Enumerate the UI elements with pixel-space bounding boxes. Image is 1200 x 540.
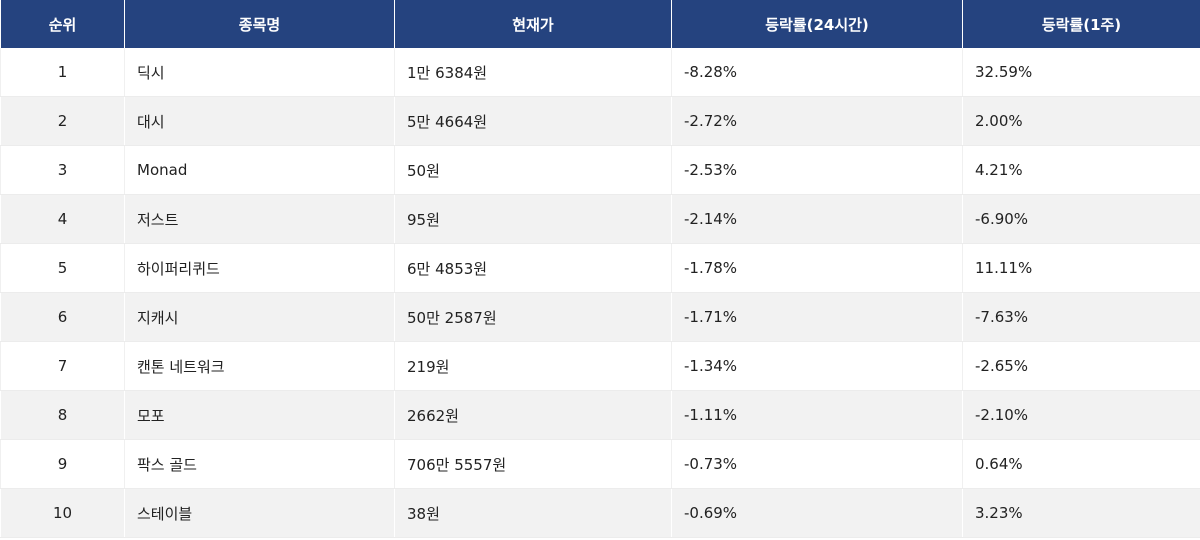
change-24h-cell: -0.69% bbox=[671, 488, 963, 538]
change-1w-cell: 3.23% bbox=[962, 488, 1200, 538]
table-row: 5 하이퍼리퀴드 6만 4853원 -1.78% 11.11% bbox=[0, 243, 1200, 293]
rank-cell: 2 bbox=[0, 96, 125, 146]
table-row: 3 Monad 50원 -2.53% 4.21% bbox=[0, 145, 1200, 195]
change-24h-cell: -2.53% bbox=[671, 145, 963, 195]
table-row: 8 모포 2662원 -1.11% -2.10% bbox=[0, 390, 1200, 440]
rank-cell: 5 bbox=[0, 243, 125, 293]
change-1w-cell: 0.64% bbox=[962, 439, 1200, 489]
name-cell: Monad bbox=[124, 145, 395, 195]
name-cell: 딕시 bbox=[124, 48, 395, 97]
rank-cell: 9 bbox=[0, 439, 125, 489]
change-1w-cell: 2.00% bbox=[962, 96, 1200, 146]
header-change-1w: 등락률(1주) bbox=[962, 0, 1200, 48]
table-row: 7 캔톤 네트워크 219원 -1.34% -2.65% bbox=[0, 341, 1200, 391]
header-row: 순위 종목명 현재가 등락률(24시간) 등락률(1주) bbox=[0, 0, 1200, 48]
change-1w-cell: -7.63% bbox=[962, 292, 1200, 342]
change-24h-cell: -0.73% bbox=[671, 439, 963, 489]
table-row: 4 저스트 95원 -2.14% -6.90% bbox=[0, 194, 1200, 244]
table-row: 9 팍스 골드 706만 5557원 -0.73% 0.64% bbox=[0, 439, 1200, 489]
rank-cell: 3 bbox=[0, 145, 125, 195]
name-cell: 하이퍼리퀴드 bbox=[124, 243, 395, 293]
name-cell: 스테이블 bbox=[124, 488, 395, 538]
rank-cell: 8 bbox=[0, 390, 125, 440]
price-cell: 6만 4853원 bbox=[394, 243, 672, 293]
change-24h-cell: -1.78% bbox=[671, 243, 963, 293]
price-cell: 38원 bbox=[394, 488, 672, 538]
change-1w-cell: -2.10% bbox=[962, 390, 1200, 440]
header-name: 종목명 bbox=[124, 0, 395, 48]
table-row: 1 딕시 1만 6384원 -8.28% 32.59% bbox=[0, 48, 1200, 97]
name-cell: 저스트 bbox=[124, 194, 395, 244]
change-24h-cell: -1.34% bbox=[671, 341, 963, 391]
change-1w-cell: -2.65% bbox=[962, 341, 1200, 391]
table-body: 1 딕시 1만 6384원 -8.28% 32.59% 2 대시 5만 4664… bbox=[0, 48, 1200, 538]
header-rank: 순위 bbox=[0, 0, 125, 48]
name-cell: 대시 bbox=[124, 96, 395, 146]
rank-cell: 10 bbox=[0, 488, 125, 538]
change-24h-cell: -2.14% bbox=[671, 194, 963, 244]
name-cell: 지캐시 bbox=[124, 292, 395, 342]
change-24h-cell: -1.71% bbox=[671, 292, 963, 342]
rank-cell: 4 bbox=[0, 194, 125, 244]
price-cell: 219원 bbox=[394, 341, 672, 391]
table-row: 6 지캐시 50만 2587원 -1.71% -7.63% bbox=[0, 292, 1200, 342]
change-1w-cell: 11.11% bbox=[962, 243, 1200, 293]
change-1w-cell: 4.21% bbox=[962, 145, 1200, 195]
price-cell: 95원 bbox=[394, 194, 672, 244]
name-cell: 캔톤 네트워크 bbox=[124, 341, 395, 391]
change-24h-cell: -8.28% bbox=[671, 48, 963, 97]
price-cell: 50만 2587원 bbox=[394, 292, 672, 342]
rank-cell: 6 bbox=[0, 292, 125, 342]
header-price: 현재가 bbox=[394, 0, 672, 48]
name-cell: 팍스 골드 bbox=[124, 439, 395, 489]
price-cell: 706만 5557원 bbox=[394, 439, 672, 489]
change-24h-cell: -2.72% bbox=[671, 96, 963, 146]
price-cell: 5만 4664원 bbox=[394, 96, 672, 146]
price-cell: 1만 6384원 bbox=[394, 48, 672, 97]
table-row: 10 스테이블 38원 -0.69% 3.23% bbox=[0, 488, 1200, 538]
price-cell: 50원 bbox=[394, 145, 672, 195]
change-24h-cell: -1.11% bbox=[671, 390, 963, 440]
table-row: 2 대시 5만 4664원 -2.72% 2.00% bbox=[0, 96, 1200, 146]
change-1w-cell: 32.59% bbox=[962, 48, 1200, 97]
price-cell: 2662원 bbox=[394, 390, 672, 440]
rank-cell: 1 bbox=[0, 48, 125, 97]
rank-cell: 7 bbox=[0, 341, 125, 391]
header-change-24h: 등락률(24시간) bbox=[671, 0, 963, 48]
change-1w-cell: -6.90% bbox=[962, 194, 1200, 244]
name-cell: 모포 bbox=[124, 390, 395, 440]
table-header: 순위 종목명 현재가 등락률(24시간) 등락률(1주) bbox=[0, 0, 1200, 48]
